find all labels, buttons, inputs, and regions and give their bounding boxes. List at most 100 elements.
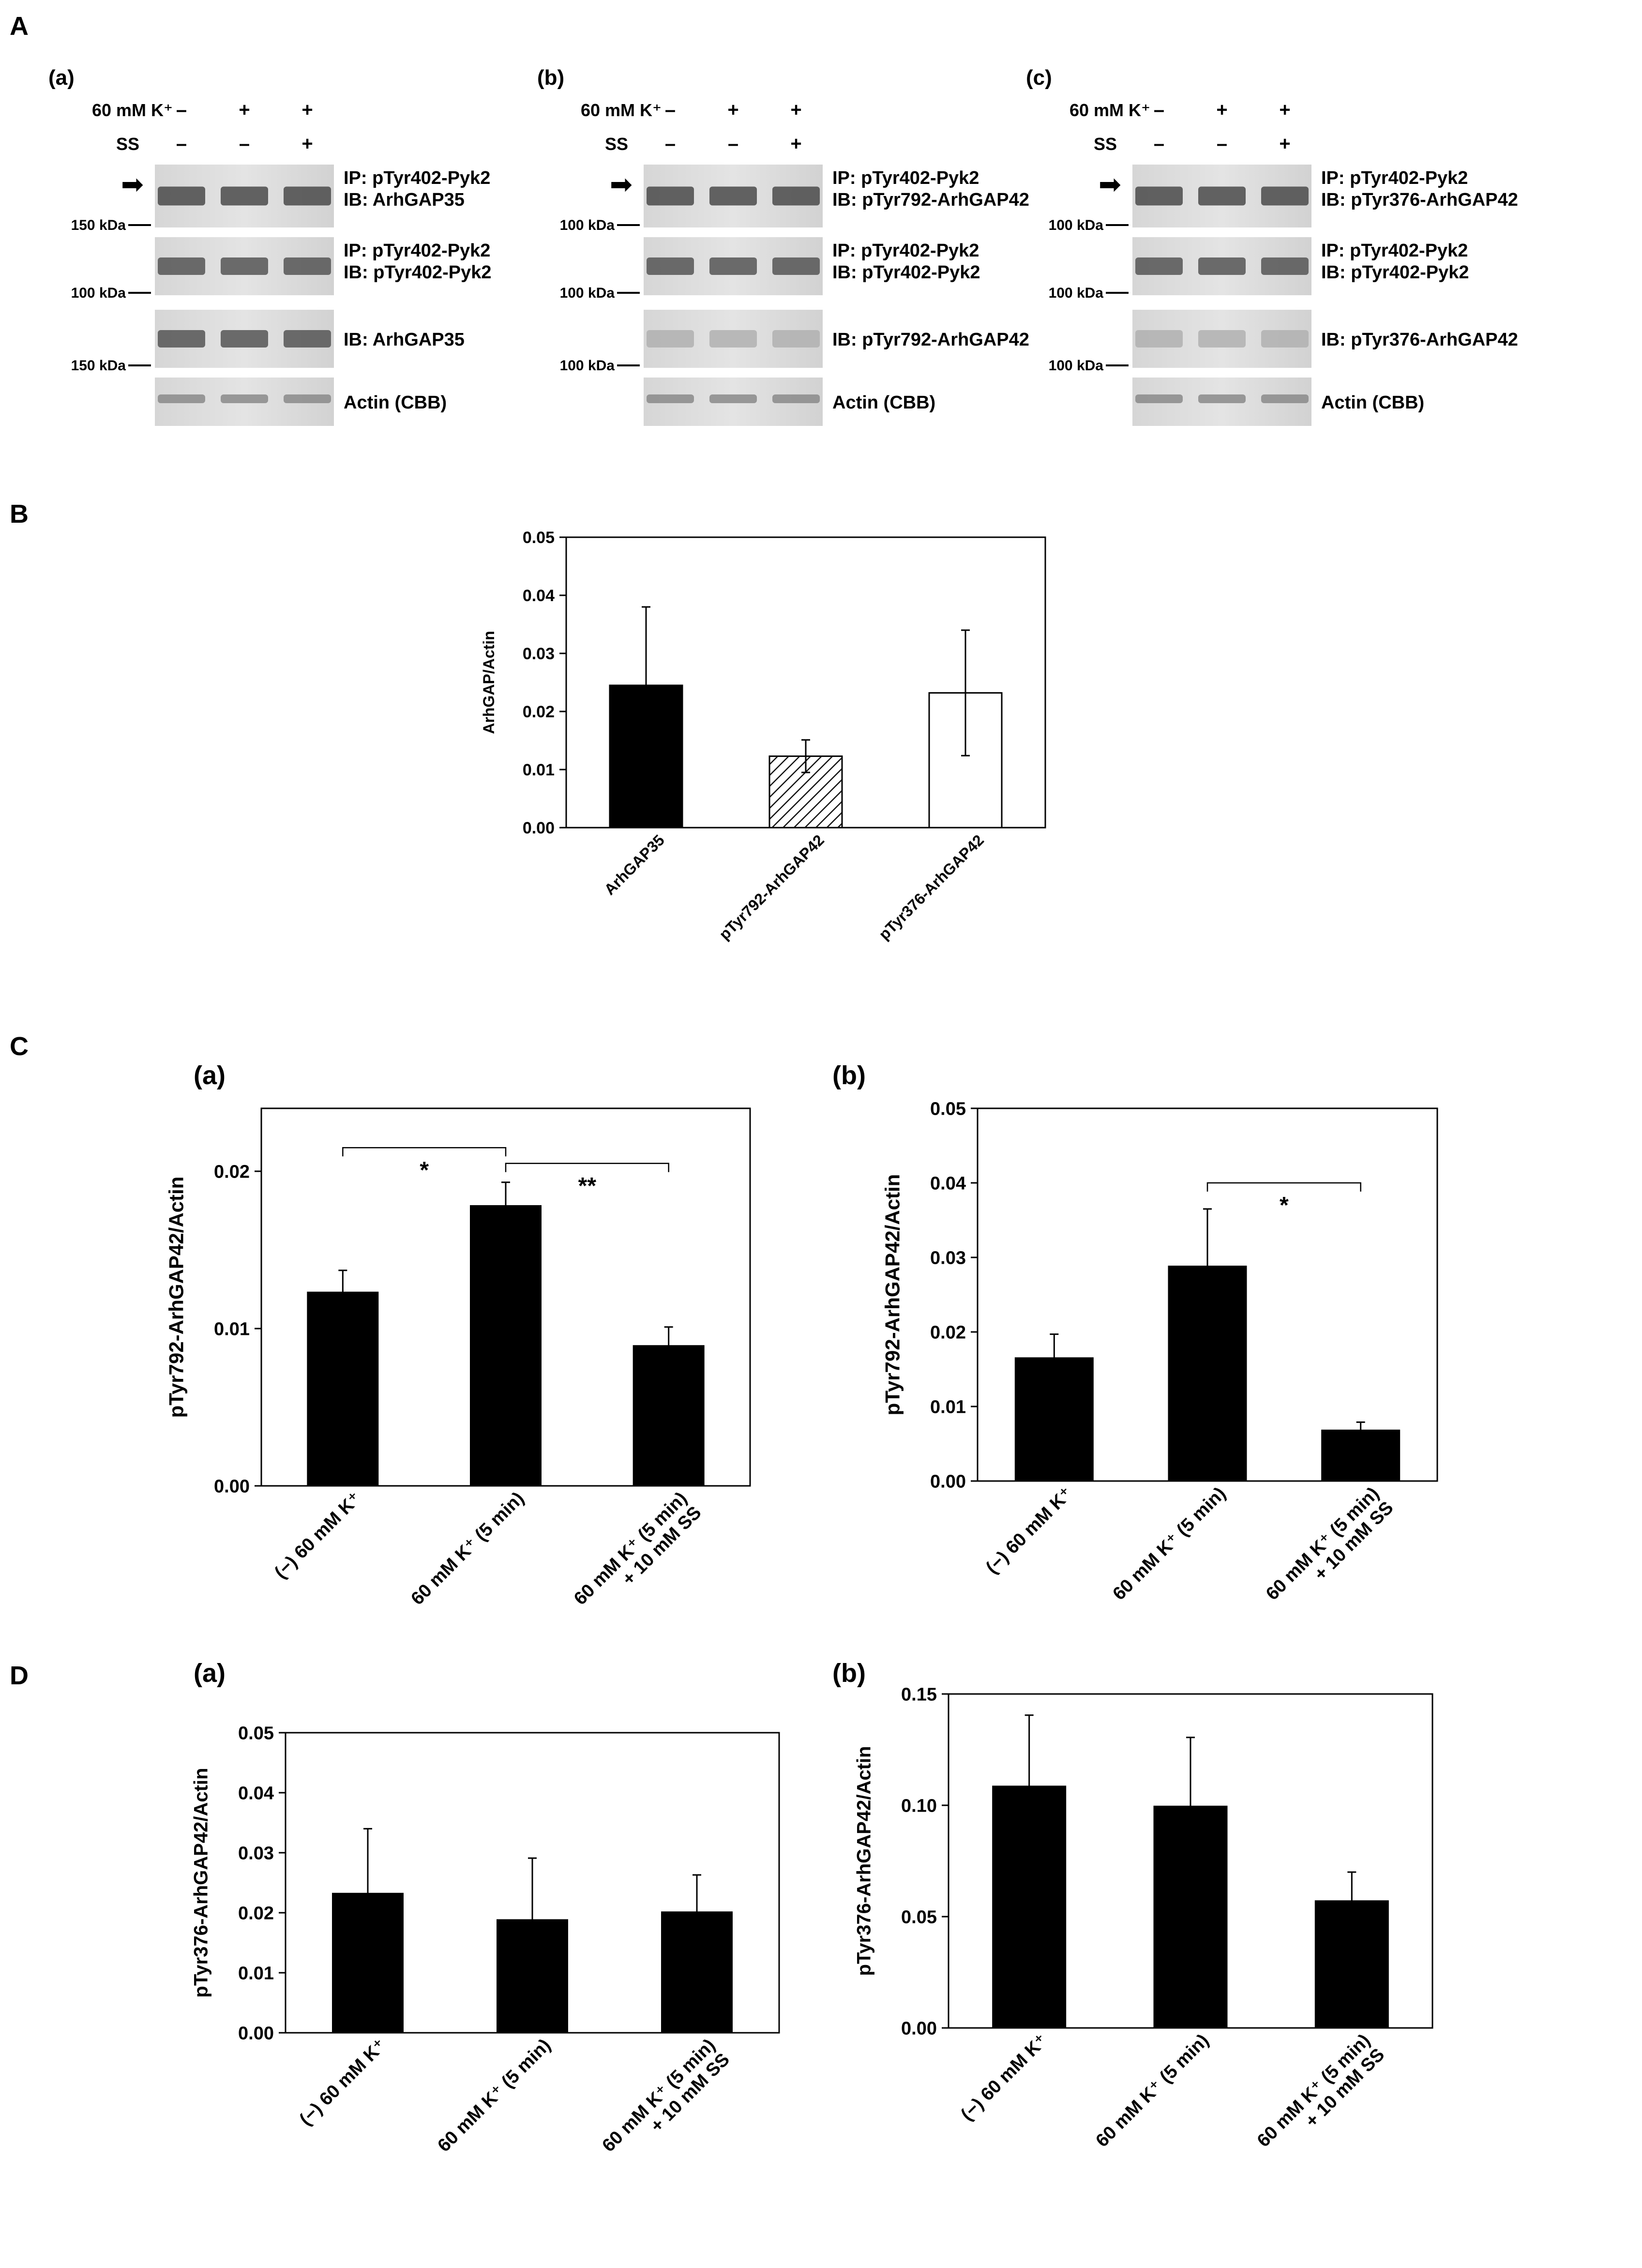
ss-label: SS [605,134,628,154]
western-blot-panels: (a) 60 mM K⁺ SS – – + – + + ➡ 150 kDa IP: pTyr402-P… [48,66,1518,426]
y-axis-label: pTyr792-ArhGAP42/Actin [881,1174,904,1416]
ib-label: IB: pTyr376-ArhGAP42 [1321,190,1518,210]
chart-d-a: (a) 0.00 0.01 0.02 0.03 0.04 0.05 pTyr376-ArhGA… [190,1659,780,2156]
y-axis-label: pTyr376-ArhGAP42/Actin [853,1746,874,1976]
y-tick-label: 0.05 [901,1907,937,1928]
k-sign: + [790,99,801,121]
ss-sign: + [790,133,801,154]
blot-band [1261,330,1309,348]
ib-label: IB: pTyr402-Pyk2 [1321,262,1469,283]
blot-band [1261,186,1309,206]
y-tick-label: 0.15 [901,1685,937,1705]
y-tick-label: 0.00 [523,819,555,837]
mw-marker: 100 kDa [560,285,615,301]
x-tick-label: pTyr376-ArhGAP42 [875,831,987,943]
blot-row-3: 100 kDa IB: pTyr792-ArhGAP42 [560,310,1029,374]
blot-band [284,394,331,403]
x-tick-label: 60 mM K⁺ (5 min) [1109,1483,1230,1604]
y-tick-label: 0.03 [238,1844,274,1864]
treatment-label: 60 mM K⁺ [581,100,662,120]
y-tick-label: 0.02 [930,1323,966,1343]
x-tick-label-group: pTyr376-ArhGAP42 [875,831,987,943]
y-tick-label: 0.03 [930,1248,966,1269]
blot-band [772,330,820,348]
k-sign: + [1216,99,1227,121]
y-tick-label: 0.05 [238,1724,274,1744]
blot-band [1135,186,1183,206]
blot-band [284,330,331,348]
blot-band [1135,394,1183,403]
arrow-icon: ➡ [121,169,144,199]
ip-label: IP: pTyr402-Pyk2 [832,241,979,261]
ib-label: IB: pTyr402-Pyk2 [832,262,980,283]
blot-panel-1: (a) 60 mM K⁺ SS – – + – + + ➡ 150 kDa IP: pTyr402-P… [48,66,492,426]
x-tick-label: 60 mM K⁺ (5 min) [434,2035,555,2156]
x-tick-label: (−) 60 mM K⁺ [982,1483,1076,1578]
panel-label-c: C [10,1032,29,1061]
blot-band [647,257,694,275]
blot-band [709,186,757,206]
blot-row-4: Actin (CBB) [644,378,935,426]
mw-marker: 100 kDa [1049,358,1104,374]
chart-c-b: (b) 0.00 0.01 0.02 0.03 0.04 0.05 pTyr792-ArhGA… [832,1061,1438,1604]
blot-band [1135,330,1183,348]
x-tick-label-group: 60 mM K⁺ (5 min) [407,1488,528,1609]
blot-band [158,330,205,348]
blot-row-3: 150 kDa IB: ArhGAP35 [71,310,465,374]
ip-label: IP: pTyr402-Pyk2 [344,241,490,261]
arrow-icon: ➡ [1099,169,1121,199]
y-tick-label: 0.04 [523,587,555,605]
blot-band [284,257,331,275]
blot-band [709,330,757,348]
mw-marker: 100 kDa [71,285,126,301]
chart-sublabel: (b) [832,1659,866,1688]
chart-sublabel: (a) [194,1659,226,1688]
x-tick-label: ArhGAP35 [601,831,668,898]
blot-band [221,330,268,348]
ss-sign: + [1279,133,1290,154]
ib-label: Actin (CBB) [832,393,935,413]
y-axis-label: pTyr376-ArhGAP42/Actin [190,1768,211,1998]
blot-band [709,257,757,275]
blot-band [1198,257,1246,275]
blot-row-4: Actin (CBB) [1132,378,1424,426]
k-sign: + [1279,99,1290,121]
x-tick-label-group: (−) 60 mM K⁺ [271,1488,365,1583]
significance-bracket: * [342,1147,507,1183]
y-tick-label: 0.02 [523,703,555,721]
y-tick-label: 0.05 [523,529,555,547]
mw-marker: 100 kDa [560,217,615,233]
blot-band [158,257,205,275]
blot-panel-3: (c) 60 mM K⁺ SS – – + – + + ➡ 100 kDa IP: pTyr402-P… [1026,66,1518,426]
x-tick-label-group: 60 mM K⁺ (5 min) [434,2035,555,2156]
ib-label: IB: pTyr792-ArhGAP42 [832,190,1029,210]
blot-band [772,394,820,403]
ib-label: IB: pTyr792-ArhGAP42 [832,330,1029,350]
k-sign: – [176,99,187,121]
y-tick-label: 0.00 [930,1472,966,1492]
treatment-label: 60 mM K⁺ [92,100,173,120]
blot-band [1261,394,1309,403]
x-tick-label: 60 mM K⁺ (5 min) [1092,2030,1213,2151]
ip-label: IP: pTyr402-Pyk2 [344,168,490,188]
chart-b: 0.00 0.01 0.02 0.03 0.04 0.05 ArhGAP/Actin ArhG… [480,529,1046,943]
y-tick-label: 0.04 [930,1174,966,1194]
bracket-line [505,1163,669,1172]
ib-label: Actin (CBB) [1321,393,1424,413]
blot-sublabel: (a) [48,66,75,90]
ss-sign: – [176,133,187,154]
blot-band [1198,330,1246,348]
treatment-label: 60 mM K⁺ [1070,100,1150,120]
x-tick-label-group: ArhGAP35 [601,831,668,898]
ib-label: IB: ArhGAP35 [344,330,465,350]
arrow-icon: ➡ [610,169,633,199]
k-sign: + [301,99,313,121]
blot-band [158,186,205,206]
y-tick-label: 0.04 [238,1784,274,1804]
bracket-line [1206,1182,1361,1192]
blot-band [772,186,820,206]
y-tick-label: 0.03 [523,645,555,663]
